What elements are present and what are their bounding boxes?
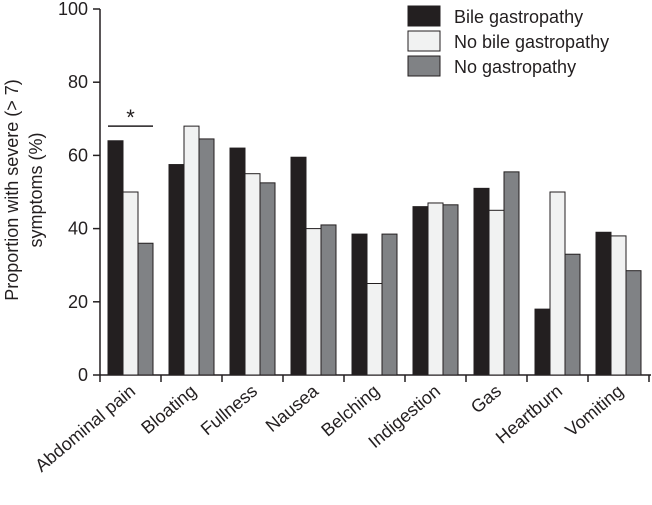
y-tick-label: 0 bbox=[78, 365, 88, 385]
bar bbox=[366, 283, 383, 376]
bar bbox=[534, 308, 551, 376]
bar bbox=[442, 204, 459, 376]
bar bbox=[595, 231, 612, 376]
significance-marker: * bbox=[126, 105, 135, 130]
bar bbox=[183, 125, 200, 376]
y-axis-title: Proportion with severe (> 7) symptoms (%… bbox=[2, 79, 46, 301]
bar bbox=[198, 138, 215, 376]
x-tick-label: Abdominal pain bbox=[31, 381, 139, 476]
bars bbox=[107, 125, 642, 376]
bar bbox=[427, 202, 444, 376]
legend-label: Bile gastropathy bbox=[454, 7, 583, 27]
legend-swatch bbox=[407, 5, 441, 27]
bar bbox=[381, 233, 398, 376]
bar bbox=[122, 191, 139, 376]
bar bbox=[259, 182, 276, 376]
y-tick-label: 40 bbox=[68, 219, 88, 239]
annotations: * bbox=[108, 105, 153, 130]
bar bbox=[244, 173, 261, 376]
legend-label: No bile gastropathy bbox=[454, 32, 609, 52]
bar bbox=[564, 253, 581, 376]
bar bbox=[549, 191, 566, 376]
bar bbox=[290, 156, 307, 376]
x-tick-label: Nausea bbox=[262, 380, 323, 436]
y-tick-label: 100 bbox=[58, 0, 88, 19]
y-tick-label: 80 bbox=[68, 72, 88, 92]
bar bbox=[137, 242, 154, 376]
y-tick-label: 20 bbox=[68, 292, 88, 312]
bar bbox=[610, 235, 627, 376]
bar bbox=[625, 270, 642, 376]
y-axis-title-line-1: Proportion with severe (> 7) bbox=[2, 79, 22, 301]
bar bbox=[473, 187, 490, 376]
bar bbox=[412, 206, 429, 376]
bar bbox=[168, 164, 185, 376]
bar bbox=[503, 171, 520, 376]
y-axis: 0 20 40 60 80 100 bbox=[58, 0, 101, 385]
bar bbox=[107, 140, 124, 376]
x-tick-label: Fullness bbox=[197, 381, 261, 439]
x-tick-label: Heartburn bbox=[492, 381, 566, 448]
legend-swatch bbox=[407, 30, 441, 52]
x-tick-label: Vomiting bbox=[561, 381, 627, 441]
legend-swatch bbox=[407, 55, 441, 77]
legend: Bile gastropathy No bile gastropathy No ga… bbox=[407, 5, 609, 77]
legend-label: No gastropathy bbox=[454, 57, 576, 77]
x-tick-label: Bloating bbox=[137, 381, 200, 438]
y-axis-title-line-2: symptoms (%) bbox=[26, 132, 46, 247]
bar bbox=[229, 147, 246, 376]
x-tick-label: Gas bbox=[467, 381, 505, 418]
bar bbox=[305, 228, 322, 376]
bar bbox=[351, 233, 368, 376]
bar bbox=[488, 209, 505, 376]
y-tick-label: 60 bbox=[68, 145, 88, 165]
bar bbox=[320, 224, 337, 376]
